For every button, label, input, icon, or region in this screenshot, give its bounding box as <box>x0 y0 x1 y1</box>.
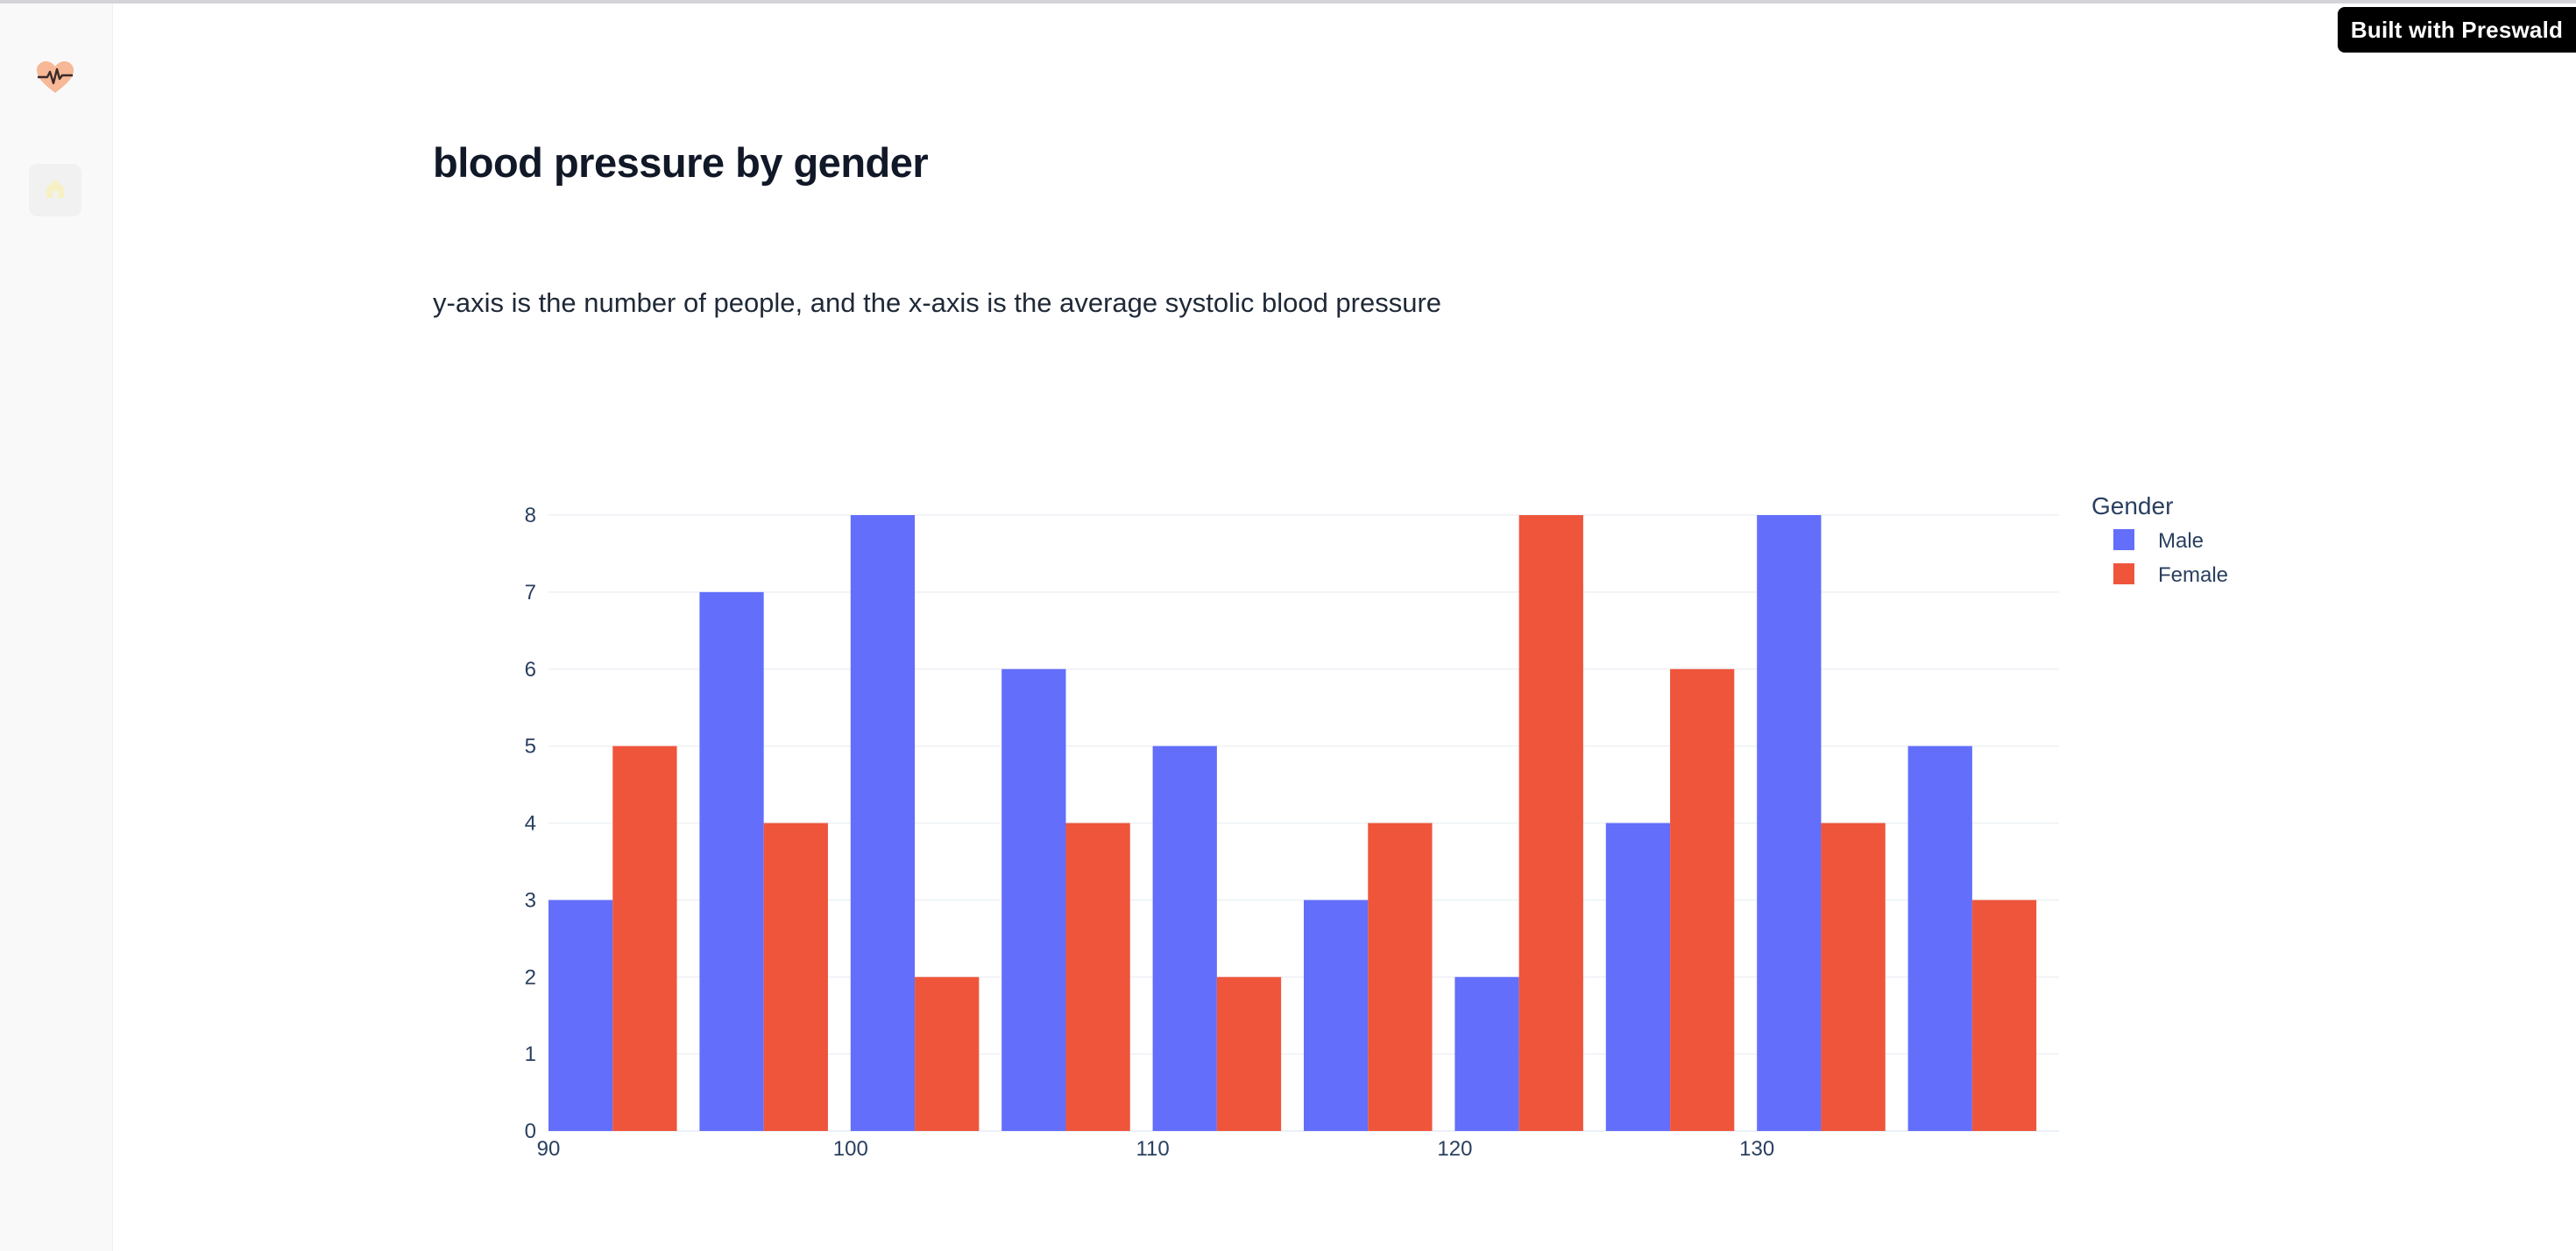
bar-female-120[interactable] <box>1518 515 1583 1131</box>
bar-female-125[interactable] <box>1670 668 1735 1131</box>
y-tick-label: 3 <box>525 888 536 912</box>
heart-pulse-icon[interactable] <box>35 60 75 95</box>
bar-female-115[interactable] <box>1368 823 1433 1132</box>
home-icon <box>44 177 67 204</box>
legend-swatch-male[interactable] <box>2113 529 2134 550</box>
bar-female-110[interactable] <box>1216 977 1282 1131</box>
bar-male-95[interactable] <box>699 591 764 1131</box>
y-tick-label: 1 <box>525 1042 536 1066</box>
bar-male-100[interactable] <box>850 515 916 1131</box>
bar-male-130[interactable] <box>1757 515 1822 1131</box>
legend-swatch-female[interactable] <box>2113 563 2134 584</box>
bar-male-115[interactable] <box>1304 900 1369 1131</box>
page-title: blood pressure by gender <box>433 139 929 186</box>
bar-male-120[interactable] <box>1454 977 1519 1131</box>
bar-male-135[interactable] <box>1907 746 1972 1131</box>
legend-label-male[interactable]: Male <box>2158 529 2204 553</box>
bar-male-105[interactable] <box>1001 668 1066 1131</box>
x-tick-label: 110 <box>1136 1137 1169 1161</box>
legend-title: Gender <box>2091 492 2173 519</box>
y-tick-label: 6 <box>525 658 536 682</box>
top-border <box>0 0 2576 4</box>
bar-female-90[interactable] <box>612 746 677 1131</box>
x-tick-label: 120 <box>1437 1137 1472 1161</box>
y-tick-label: 4 <box>525 812 536 836</box>
bar-female-135[interactable] <box>1971 900 2037 1131</box>
bar-female-95[interactable] <box>763 823 828 1132</box>
x-tick-label: 90 <box>537 1137 561 1161</box>
bar-female-105[interactable] <box>1065 823 1130 1132</box>
x-tick-label: 130 <box>1739 1137 1774 1161</box>
bar-male-110[interactable] <box>1152 746 1217 1131</box>
legend-label-female[interactable]: Female <box>2158 563 2228 587</box>
bar-male-90[interactable] <box>548 900 613 1131</box>
sidebar <box>0 4 113 1251</box>
bar-female-130[interactable] <box>1821 823 1886 1132</box>
bar-female-100[interactable] <box>915 977 980 1131</box>
y-tick-label: 7 <box>525 581 536 604</box>
page-description: y-axis is the number of people, and the … <box>433 287 1442 318</box>
y-tick-label: 2 <box>525 965 536 989</box>
bar-male-125[interactable] <box>1605 823 1671 1132</box>
x-tick-label: 100 <box>833 1137 868 1161</box>
y-tick-label: 8 <box>525 504 536 527</box>
y-tick-label: 0 <box>525 1120 536 1143</box>
built-with-preswald-badge[interactable]: Built with Preswald <box>2338 7 2576 53</box>
home-nav-button[interactable] <box>29 164 81 216</box>
y-tick-label: 5 <box>525 735 536 759</box>
